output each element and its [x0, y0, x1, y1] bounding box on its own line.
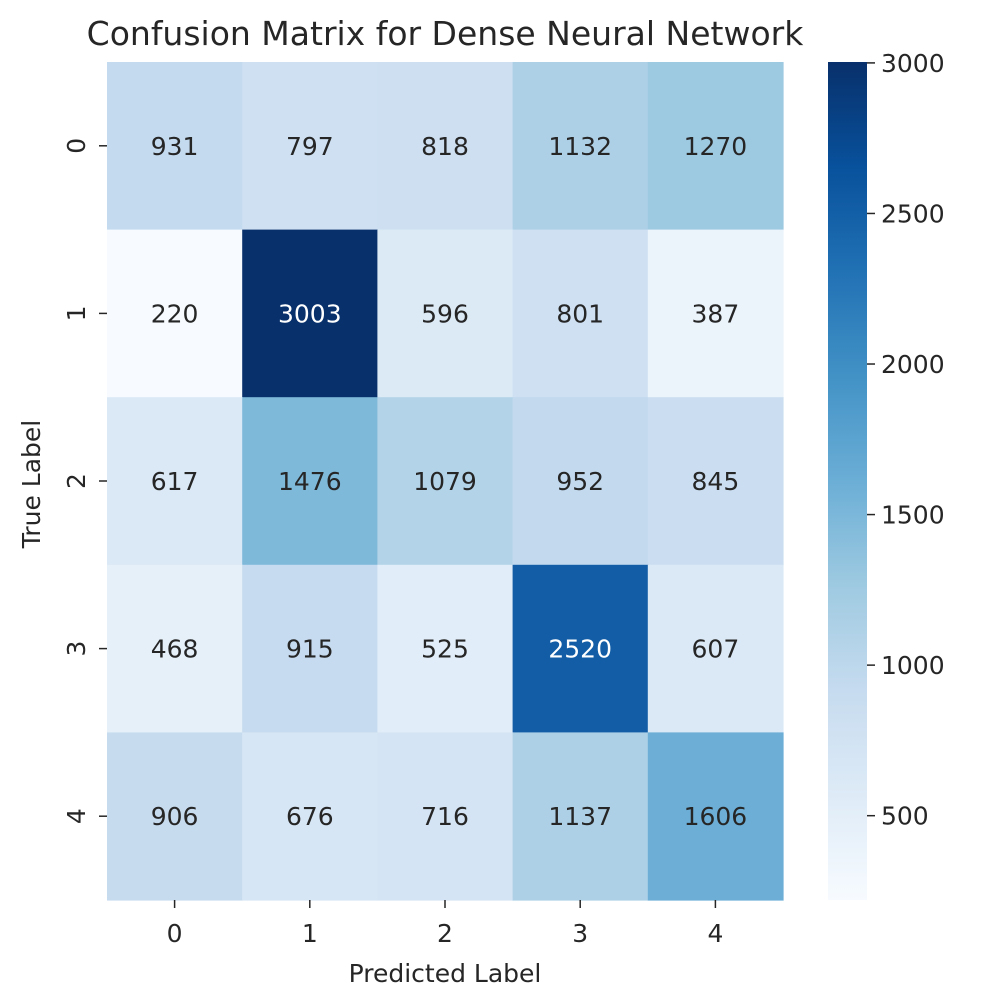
- x-tick-label: 0: [167, 919, 183, 948]
- x-axis-ticks: 0 1 2 3 4: [167, 900, 723, 948]
- x-tick-label: 2: [437, 919, 453, 948]
- cell-value-label: 525: [421, 635, 469, 664]
- colorbar-tick-label: 3000: [881, 49, 945, 78]
- colorbar-tick-label: 500: [881, 802, 929, 831]
- cell-value-label: 906: [151, 802, 199, 831]
- heatmap-cell: [512, 564, 649, 733]
- cell-value-label: 801: [556, 299, 604, 328]
- x-tick-label: 3: [572, 919, 588, 948]
- heatmap-cell: [107, 564, 243, 733]
- cell-value-label: 915: [286, 635, 334, 664]
- heatmap-cell: [377, 397, 514, 566]
- cell-value-label: 1137: [548, 802, 612, 831]
- colorbar-tick-label: 2000: [881, 350, 945, 379]
- heatmap-cells: [107, 62, 784, 901]
- y-tick-label: 1: [62, 305, 91, 321]
- cell-value-label: 818: [421, 132, 469, 161]
- cell-value-label: 617: [151, 467, 199, 496]
- colorbar-ticks: 500 1000 1500 2000 2500 3000: [867, 49, 945, 831]
- cell-value-label: 220: [151, 299, 199, 328]
- heatmap-cell: [242, 564, 378, 733]
- heatmap-cell: [107, 397, 243, 566]
- colorbar: [828, 62, 867, 900]
- y-axis-ticks: 0 1 2 3 4: [62, 138, 107, 824]
- cell-value-label: 1079: [413, 467, 477, 496]
- cell-value-label: 1606: [684, 802, 748, 831]
- heatmap-cell: [512, 732, 649, 901]
- heatmap-cell: [377, 62, 514, 231]
- cell-value-label: 952: [556, 467, 604, 496]
- heatmap-cell: [512, 62, 649, 231]
- cell-value-label: 3003: [278, 299, 342, 328]
- heatmap-cell: [647, 732, 784, 901]
- y-axis-label: True Label: [17, 420, 46, 550]
- cell-value-label: 797: [286, 132, 334, 161]
- cell-value-label: 1270: [684, 132, 748, 161]
- cell-value-label: 1132: [548, 132, 612, 161]
- heatmap-cell: [512, 229, 649, 398]
- y-tick-label: 2: [62, 473, 91, 489]
- colorbar-tick-label: 1000: [881, 651, 945, 680]
- heatmap-cell: [647, 229, 784, 398]
- cell-value-label: 2520: [548, 635, 612, 664]
- heatmap-cell: [107, 229, 243, 398]
- x-axis-label: Predicted Label: [349, 959, 542, 988]
- cell-value-label: 845: [692, 467, 740, 496]
- y-tick-label: 3: [62, 641, 91, 657]
- heatmap-cell: [107, 732, 243, 901]
- cell-value-label: 1476: [278, 467, 342, 496]
- heatmap-cell: [647, 397, 784, 566]
- heatmap-cell: [107, 62, 243, 231]
- heatmap-cell: [242, 397, 378, 566]
- colorbar-tick-label: 2500: [881, 199, 945, 228]
- heatmap-cell: [242, 229, 378, 398]
- heatmap-cell: [512, 397, 649, 566]
- cell-value-label: 607: [692, 635, 740, 664]
- heatmap-cell: [647, 62, 784, 231]
- cell-value-label: 468: [151, 635, 199, 664]
- y-tick-label: 0: [62, 138, 91, 154]
- cell-value-label: 931: [151, 132, 199, 161]
- colorbar-tick-label: 1500: [881, 501, 945, 530]
- y-tick-label: 4: [62, 808, 91, 824]
- x-tick-label: 1: [302, 919, 318, 948]
- cell-value-label: 387: [692, 299, 740, 328]
- heatmap-cell: [377, 564, 514, 733]
- heatmap-cell: [377, 229, 514, 398]
- cell-value-label: 716: [421, 802, 469, 831]
- heatmap-cell: [647, 564, 784, 733]
- heatmap-cell: [377, 732, 514, 901]
- heatmap-cell-labels: 931 797 818 1132 1270 220 3003 596 801 387 617 1476…: [151, 132, 747, 831]
- cell-value-label: 596: [421, 299, 469, 328]
- x-tick-label: 4: [707, 919, 723, 948]
- cell-value-label: 676: [286, 802, 334, 831]
- heatmap-cell: [242, 62, 378, 231]
- chart-title: Confusion Matrix for Dense Neural Networ…: [87, 14, 805, 53]
- heatmap-cell: [242, 732, 378, 901]
